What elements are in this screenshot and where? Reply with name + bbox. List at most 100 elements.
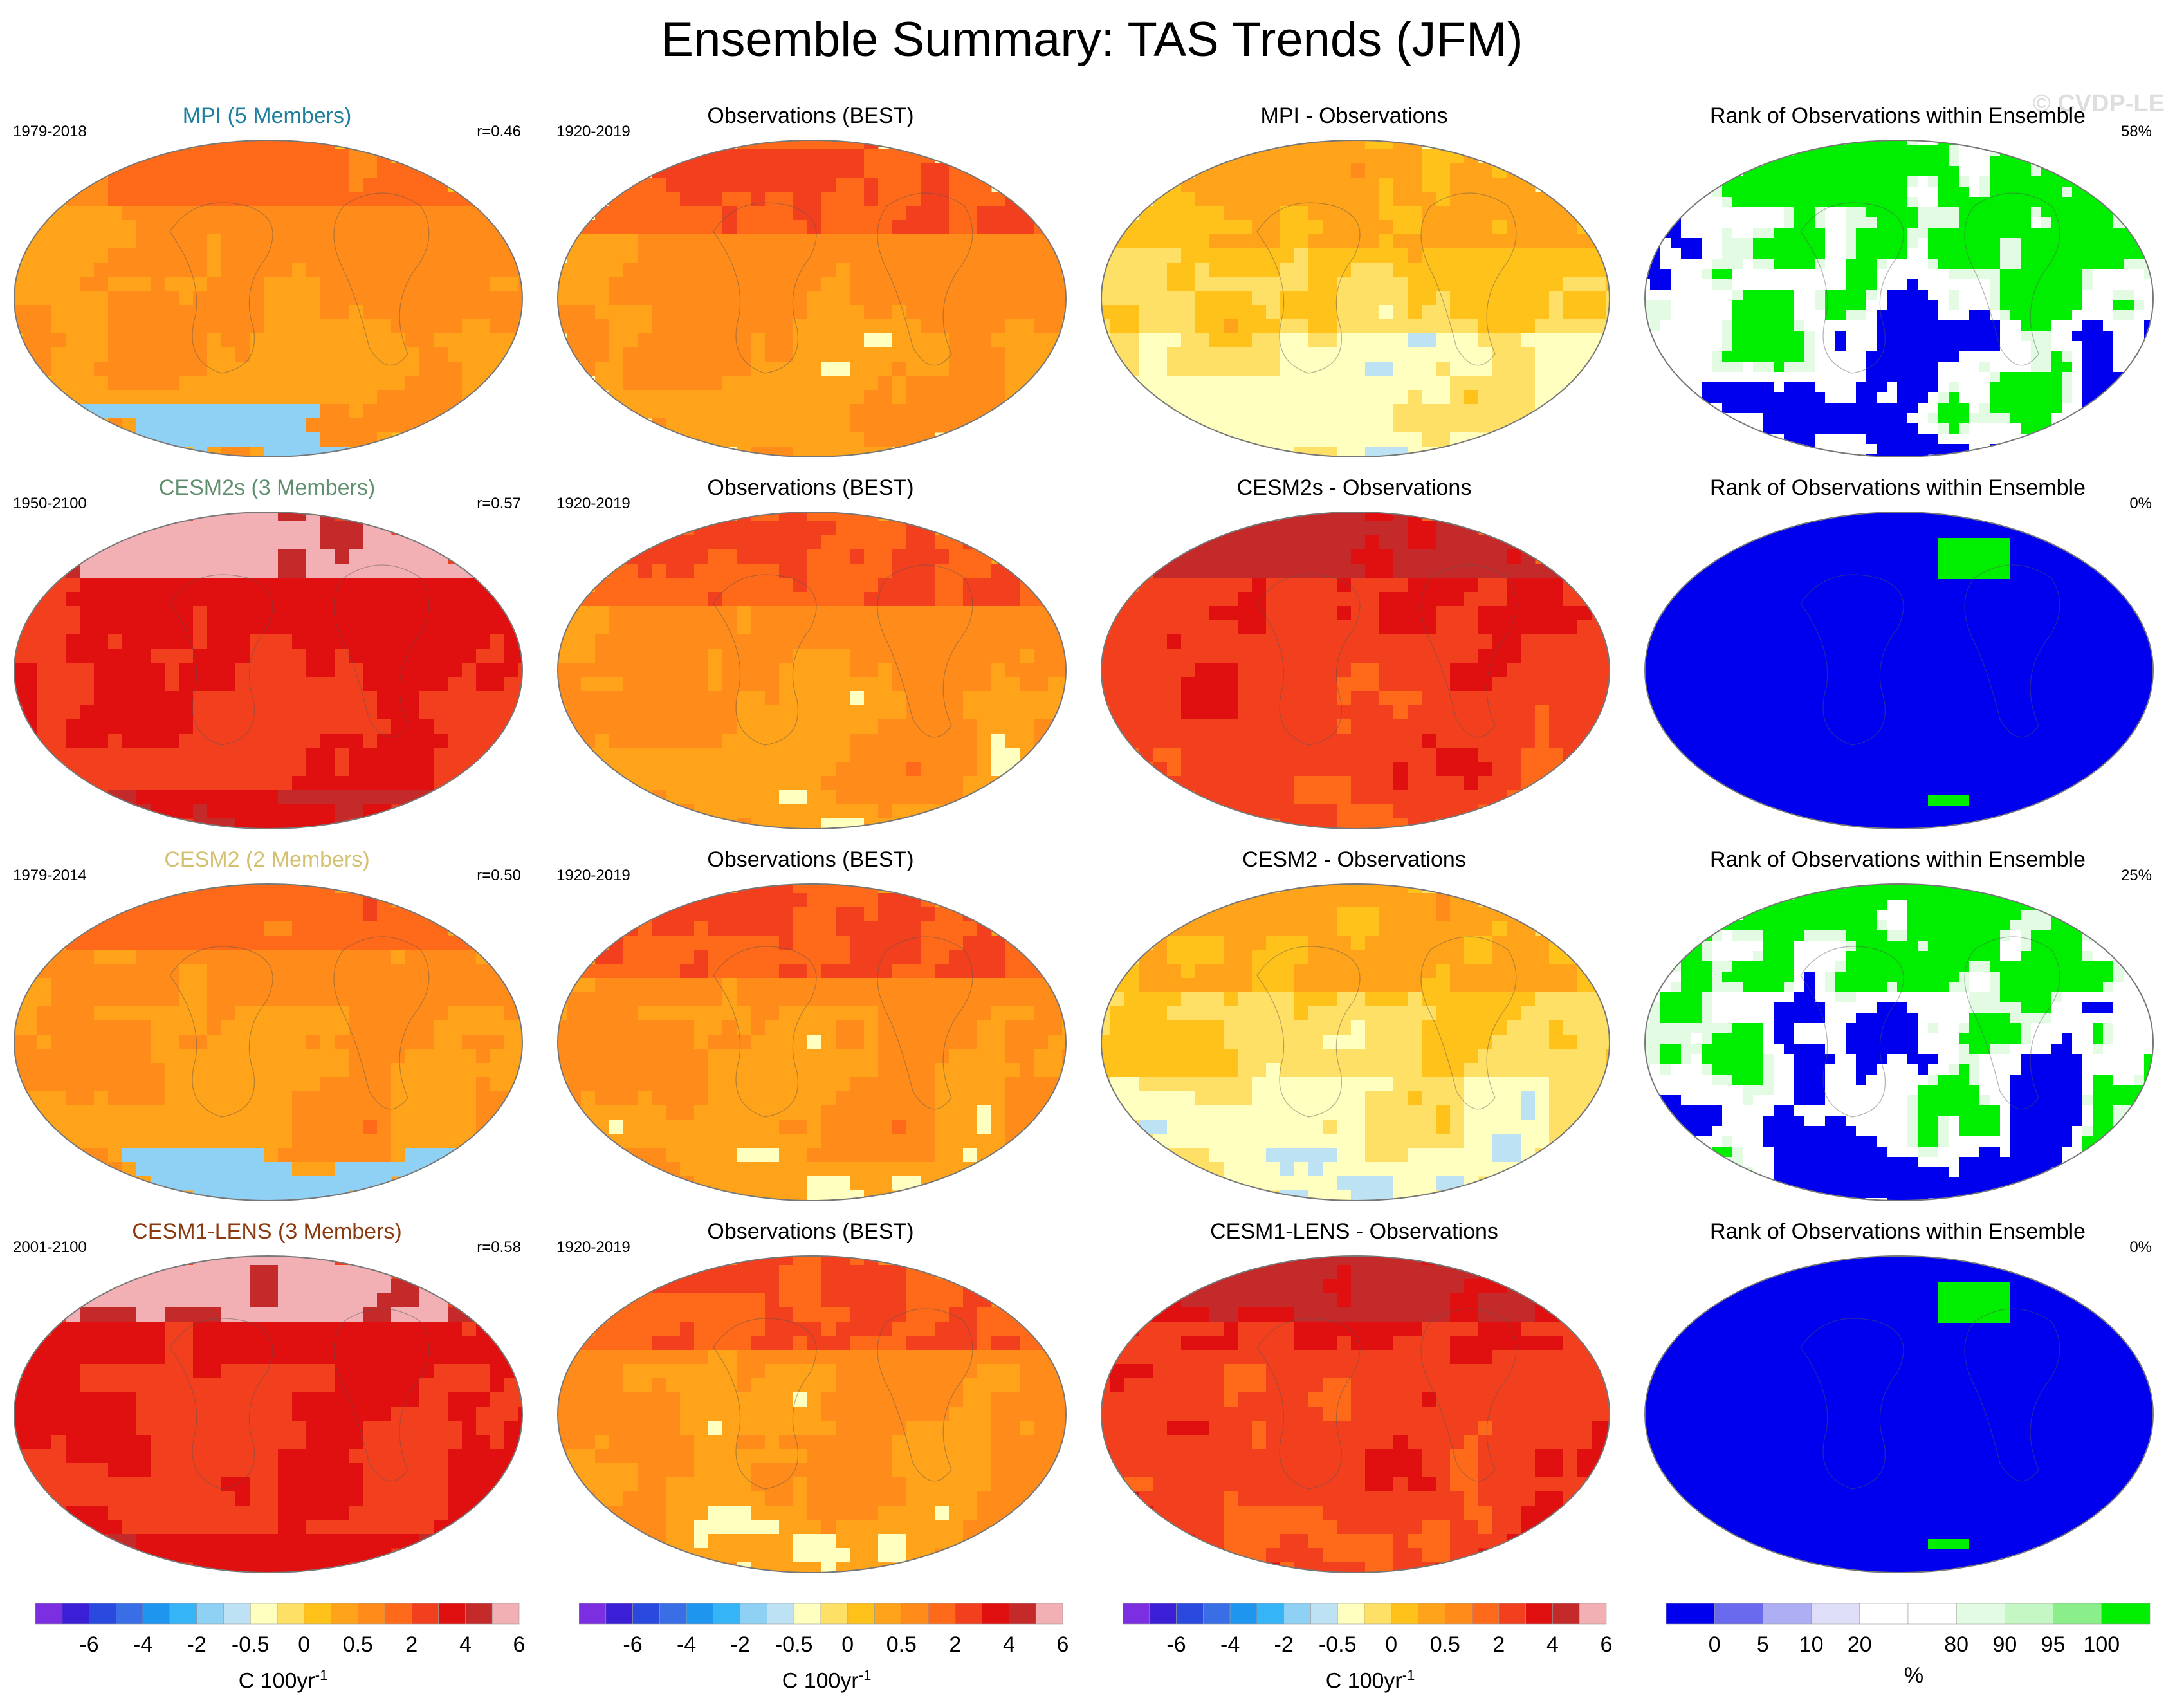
colorbar-unit: C 100yr-1 [1325,1667,1415,1693]
panel-period: 1979-2018 [13,123,87,140]
panel-title: Rank of Observations within Ensemble [1710,104,2086,128]
panel-stat: r=0.57 [477,495,521,512]
colorbar-box [820,1603,849,1625]
panel-title: Rank of Observations within Ensemble [1710,1219,2086,1244]
map-warm [14,512,523,829]
colorbar-box [1123,1603,1150,1625]
colorbar-unit: C 100yr-1 [782,1667,872,1693]
colorbar-box [982,1603,1009,1625]
colorbar-box [62,1603,89,1625]
panel-period: 2001-2100 [13,1239,87,1256]
colorbar-box [1471,1603,1500,1625]
colorbar-tick-label: 90 [1992,1632,2017,1657]
colorbar-tick-label: -0.5 [775,1632,813,1657]
map-obs [557,1255,1067,1573]
colorbar-box [1763,1603,1812,1625]
colorbar-box [928,1603,956,1625]
colorbar-box [411,1603,439,1625]
panel-stat: 0% [2129,1239,2152,1256]
colorbar-boxes [1123,1603,1607,1625]
colorbar-box [304,1603,331,1625]
colorbar-box [847,1603,875,1625]
colorbar-tick-label: 6 [1056,1632,1069,1657]
colorbar-box [1811,1603,1860,1625]
colorbar-tick-label: -0.5 [231,1632,270,1657]
colorbar-box [767,1603,794,1625]
panel-title: CESM2s (3 Members) [158,475,376,500]
colorbar-rank: 0 5 10 20 80 90 95 100% [1666,1602,2161,1692]
colorbar-tick-label: 0 [1708,1632,1721,1657]
panel-period: 1920-2019 [556,123,630,140]
colorbar-box [384,1603,412,1625]
colorbar-tick-label: -6 [623,1632,643,1657]
colorbar-box [35,1603,63,1625]
colorbar-box [142,1603,170,1625]
map-panel: Rank of Observations within Ensemble 25% [1631,847,2165,1219]
panel-stat: r=0.58 [477,1239,521,1256]
colorbar-box [1907,1603,1957,1625]
panel-title: MPI - Observations [1260,104,1448,128]
colorbar-box [331,1603,358,1625]
map-rank_low [1644,512,2154,829]
colorbar-box [1364,1603,1392,1625]
panel-title: Rank of Observations within Ensemble [1710,847,2086,872]
map-rank_mixed [1644,883,2154,1201]
colorbar-box [196,1603,224,1625]
colorbar-box [89,1603,116,1625]
colorbar-tick-label: 5 [1756,1632,1769,1657]
map-panel: Observations (BEST) 1920-2019 [544,1219,1078,1591]
colorbar-box [659,1603,687,1625]
map-panel: Observations (BEST) 1920-2019 [544,847,1078,1219]
map-panel: CESM2s (3 Members) 1950-2100 r=0.57 [0,475,534,847]
colorbar-tick-label: 6 [513,1632,526,1657]
map-warm [14,1255,523,1573]
colorbar-trend: -6 -4 -2 -0.5 0 0.5 2 4 6 C 100yr-1 [1123,1602,1618,1693]
colorbar-box [1956,1603,2005,1625]
panel-stat: r=0.50 [477,867,521,884]
colorbar-box [438,1603,466,1625]
panel-period: 1979-2014 [13,867,87,884]
map-panel: Observations (BEST) 1920-2019 [544,103,1078,475]
colorbar-box [1149,1603,1177,1625]
colorbar-tick-label: 0.5 [1429,1632,1460,1657]
colorbar-box [1859,1603,1909,1625]
panel-period: 1920-2019 [556,1239,630,1256]
colorbar-tick-label: 10 [1799,1632,1824,1657]
map-diff_mpi [1101,140,1610,457]
panel-title: Observations (BEST) [707,104,914,128]
colorbar-box [2005,1603,2053,1625]
colorbar-box [169,1603,197,1625]
colorbar-box [116,1603,143,1625]
colorbar-box [2101,1603,2151,1625]
map-panel: CESM2 (2 Members) 1979-2014 r=0.50 [0,847,534,1219]
colorbar-box [1176,1603,1204,1625]
colorbar-tick-label: -4 [676,1632,697,1657]
map-panel: Rank of Observations within Ensemble 0% [1631,475,2165,847]
colorbar-tick-label: 4 [459,1632,472,1657]
colorbar-box [1418,1603,1445,1625]
colorbar-box [1229,1603,1258,1625]
map-rank_low [1644,1255,2154,1573]
colorbar-box [793,1603,821,1625]
colorbar-box [1525,1603,1553,1625]
colorbar-tick-label: 95 [2041,1632,2066,1657]
map-rank_mixed [1644,140,2154,457]
colorbar-tick-label: -6 [1166,1632,1186,1657]
colorbar-box [491,1603,520,1625]
map-mpi [14,140,523,457]
colorbar-box [1666,1603,1715,1625]
colorbar-tick-label: 2 [1492,1632,1505,1657]
panel-title: Rank of Observations within Ensemble [1710,475,2086,500]
colorbar-tick-label: -4 [133,1632,153,1657]
colorbar-box [250,1603,278,1625]
colorbar-box [1310,1603,1338,1625]
colorbar-box [1337,1603,1365,1625]
colorbar-tick-label: -2 [1274,1632,1294,1657]
colorbar-box [713,1603,740,1625]
colorbar-trend: -6 -4 -2 -0.5 0 0.5 2 4 6 C 100yr-1 [579,1602,1074,1693]
colorbar-unit: C 100yr-1 [238,1667,328,1693]
map-panel: CESM1-LENS (3 Members) 2001-2100 r=0.58 [0,1219,534,1591]
panel-period: 1920-2019 [556,495,630,512]
panel-stat: r=0.46 [477,123,521,140]
colorbar-box [1009,1603,1036,1625]
